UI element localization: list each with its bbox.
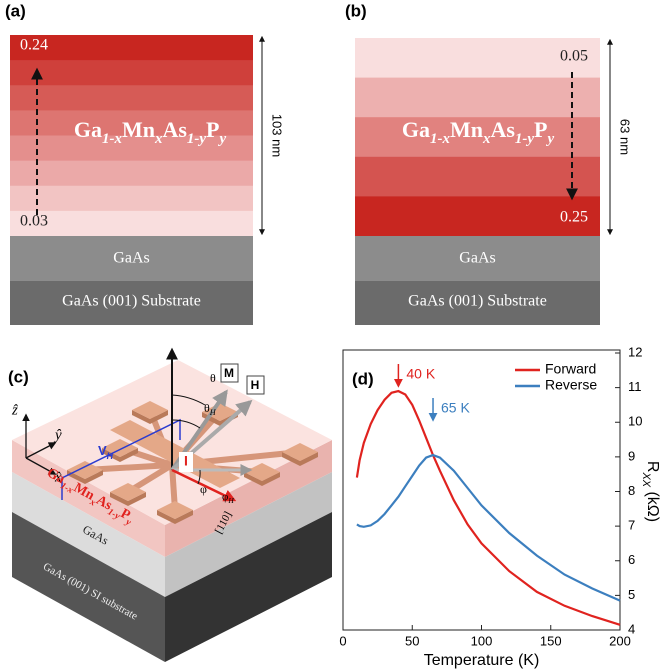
formula-part: V xyxy=(98,443,107,458)
y-tick-label: 9 xyxy=(628,448,635,463)
angle-label: φ xyxy=(200,482,207,496)
graded-layer xyxy=(10,60,253,86)
formula-part: 1-y xyxy=(187,131,206,147)
y-tick-label: 12 xyxy=(628,344,642,359)
graded-layer xyxy=(355,157,600,197)
buffer-label: GaAs xyxy=(113,250,149,267)
formula-part: Mn xyxy=(122,117,155,142)
substrate-label: GaAs (001) Substrate xyxy=(408,293,547,310)
formula-part: As xyxy=(490,117,515,142)
y-tick-label: 5 xyxy=(628,587,635,602)
composition-bottom: 0.25 xyxy=(560,209,588,226)
y-tick-label: 8 xyxy=(628,483,635,498)
y-axis-title: RXX (kΩ) xyxy=(640,461,661,522)
formula-part: R xyxy=(644,461,661,473)
formula-part: Mn xyxy=(450,117,483,142)
formula-part: (kΩ) xyxy=(644,487,661,522)
formula-part: y xyxy=(545,131,554,147)
x-tick-label: 150 xyxy=(540,633,562,648)
composition-top: 0.05 xyxy=(560,48,588,65)
substrate-label: GaAs (001) Substrate xyxy=(62,293,201,310)
line-series xyxy=(357,391,620,625)
graded-layer xyxy=(355,78,600,118)
composition-bottom: 0.03 xyxy=(20,213,48,230)
current-label: I xyxy=(184,453,188,469)
y-tick-label: 6 xyxy=(628,552,635,567)
legend-label: Reverse xyxy=(545,377,597,393)
y-tick-label: 11 xyxy=(628,379,642,394)
buffer-label: GaAs xyxy=(459,250,495,267)
panel-label: (b) xyxy=(345,1,367,20)
formula-part: 1-x xyxy=(102,131,122,147)
axis-label: ẑ xyxy=(11,402,18,418)
x-axis-title: Temperature (K) xyxy=(424,652,540,669)
annotation-label: 65 K xyxy=(441,400,470,416)
x-tick-label: 50 xyxy=(405,633,419,648)
thickness-label: 103 nm xyxy=(270,114,285,157)
thickness-label: 63 nm xyxy=(618,119,633,155)
x-tick-label: 100 xyxy=(471,633,493,648)
formula-part: 1-y xyxy=(515,131,534,147)
x-tick-label: 200 xyxy=(609,633,631,648)
panel-label: (d) xyxy=(352,369,374,388)
graded-layer xyxy=(10,161,253,187)
x-tick-label: 0 xyxy=(339,633,346,648)
formula-part: H xyxy=(209,408,217,417)
axis-label: ŷ xyxy=(53,427,62,443)
legend-label: Forward xyxy=(545,361,596,377)
angle-label: θ xyxy=(210,371,216,385)
page: { "panel_a": {"label": "(a)", "top_value… xyxy=(0,0,663,670)
panel-label: (c) xyxy=(8,367,29,386)
annotation-label: 40 K xyxy=(406,366,435,382)
y-tick-label: 7 xyxy=(628,518,635,533)
graded-layer xyxy=(10,85,253,111)
formula-part: H xyxy=(107,451,114,461)
formula-part: P xyxy=(206,117,219,142)
formula-part: P xyxy=(534,117,547,142)
h-label: H xyxy=(251,378,260,392)
graded-layer xyxy=(10,186,253,212)
panel-label: (a) xyxy=(5,1,26,20)
y-tick-label: 10 xyxy=(628,414,642,429)
panel-c: (c) ẑ ŷ x̂ VH θ θH M H I φ φH [110] Ga1-… xyxy=(8,350,332,662)
line-series xyxy=(357,455,620,600)
panel-d: 456789101112050100150200Temperature (K)R… xyxy=(339,344,660,669)
formula-part: 1-x xyxy=(430,131,450,147)
formula-part: As xyxy=(162,117,187,142)
formula-part: H xyxy=(227,496,234,505)
figure: (a)0.240.03Ga1-xMnxAs1-yPy103 nmGaAsGaAs… xyxy=(0,0,663,670)
m-label: M xyxy=(224,366,234,380)
formula-part: y xyxy=(217,131,226,147)
formula-part: XX xyxy=(640,471,652,487)
formula-part: Ga xyxy=(402,117,430,142)
composition-top: 0.24 xyxy=(20,37,48,54)
formula-part: Ga xyxy=(74,117,102,142)
